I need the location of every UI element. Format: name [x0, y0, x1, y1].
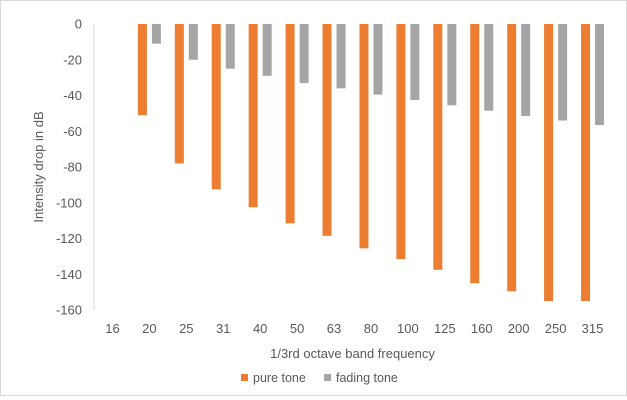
- x-tick-label: 63: [327, 321, 341, 336]
- bar-pure-tone: [544, 24, 554, 302]
- bar-fading-tone: [484, 24, 494, 111]
- x-tick-label: 40: [253, 321, 267, 336]
- y-tick-label: -120: [56, 231, 82, 246]
- bar-fading-tone: [447, 24, 457, 106]
- y-tick-labels: 0 -20 -40 -60 -80 -100 -120 -140 -160: [56, 17, 82, 318]
- bar-pure-tone: [174, 24, 184, 164]
- x-tick-label: 31: [216, 321, 230, 336]
- bar-fading-tone: [410, 24, 420, 100]
- bar-fading-tone: [558, 24, 568, 121]
- bar-fading-tone: [299, 24, 309, 83]
- bar-fading-tone: [521, 24, 531, 117]
- bar-fading-tone: [336, 24, 346, 89]
- legend: pure tone fading tone: [241, 371, 398, 385]
- bar-pure-tone: [211, 24, 221, 190]
- y-tick-label: -80: [63, 160, 82, 175]
- x-tick-label: 160: [471, 321, 493, 336]
- bar-fading-tone: [262, 24, 272, 76]
- bar-fading-tone: [225, 24, 235, 69]
- y-tick-label: -100: [56, 195, 82, 210]
- bar-pure-tone: [285, 24, 295, 224]
- y-tick-label: -20: [63, 52, 82, 67]
- x-tick-label: 50: [290, 321, 304, 336]
- bar-fading-tone: [188, 24, 198, 60]
- bar-fading-tone: [373, 24, 383, 95]
- y-tick-label: -40: [63, 88, 82, 103]
- x-tick-label: 16: [105, 321, 119, 336]
- x-tick-label: 20: [142, 321, 156, 336]
- legend-label-fading-tone: fading tone: [336, 371, 398, 385]
- bar-pure-tone: [359, 24, 369, 249]
- y-tick-label: -140: [56, 267, 82, 282]
- x-axis-title: 1/3rd octave band frequency: [270, 346, 435, 361]
- bar-pure-tone: [396, 24, 406, 260]
- legend-swatch-fading-tone: [324, 374, 331, 381]
- x-tick-labels: 16 20 25 31 40 50 63 80 100 125 160 200 250 315: [105, 321, 603, 336]
- bar-pure-tone: [507, 24, 517, 292]
- bar-pure-tone: [322, 24, 332, 236]
- x-tick-label: 200: [508, 321, 530, 336]
- bar-pure-tone: [137, 24, 147, 116]
- y-tick-label: 0: [75, 17, 82, 32]
- bar-fading-tone: [595, 24, 605, 125]
- bar-pure-tone: [433, 24, 443, 270]
- x-tick-label: 25: [179, 321, 193, 336]
- x-tick-label: 100: [397, 321, 419, 336]
- bar-pure-tone: [581, 24, 591, 302]
- bar-pure-tone: [470, 24, 480, 284]
- x-tick-label: 125: [434, 321, 456, 336]
- y-tick-label: -160: [56, 303, 82, 318]
- legend-swatch-pure-tone: [241, 374, 248, 381]
- y-axis-title: Intensity drop in dB: [31, 111, 46, 222]
- legend-label-pure-tone: pure tone: [253, 371, 306, 385]
- y-tick-label: -60: [63, 124, 82, 139]
- bars-layer: [137, 24, 605, 302]
- bar-pure-tone: [248, 24, 258, 208]
- x-tick-label: 80: [364, 321, 378, 336]
- bar-fading-tone: [151, 24, 161, 44]
- x-tick-label: 250: [545, 321, 567, 336]
- x-tick-label: 315: [582, 321, 604, 336]
